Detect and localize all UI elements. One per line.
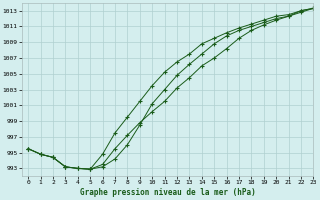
- X-axis label: Graphe pression niveau de la mer (hPa): Graphe pression niveau de la mer (hPa): [80, 188, 256, 197]
